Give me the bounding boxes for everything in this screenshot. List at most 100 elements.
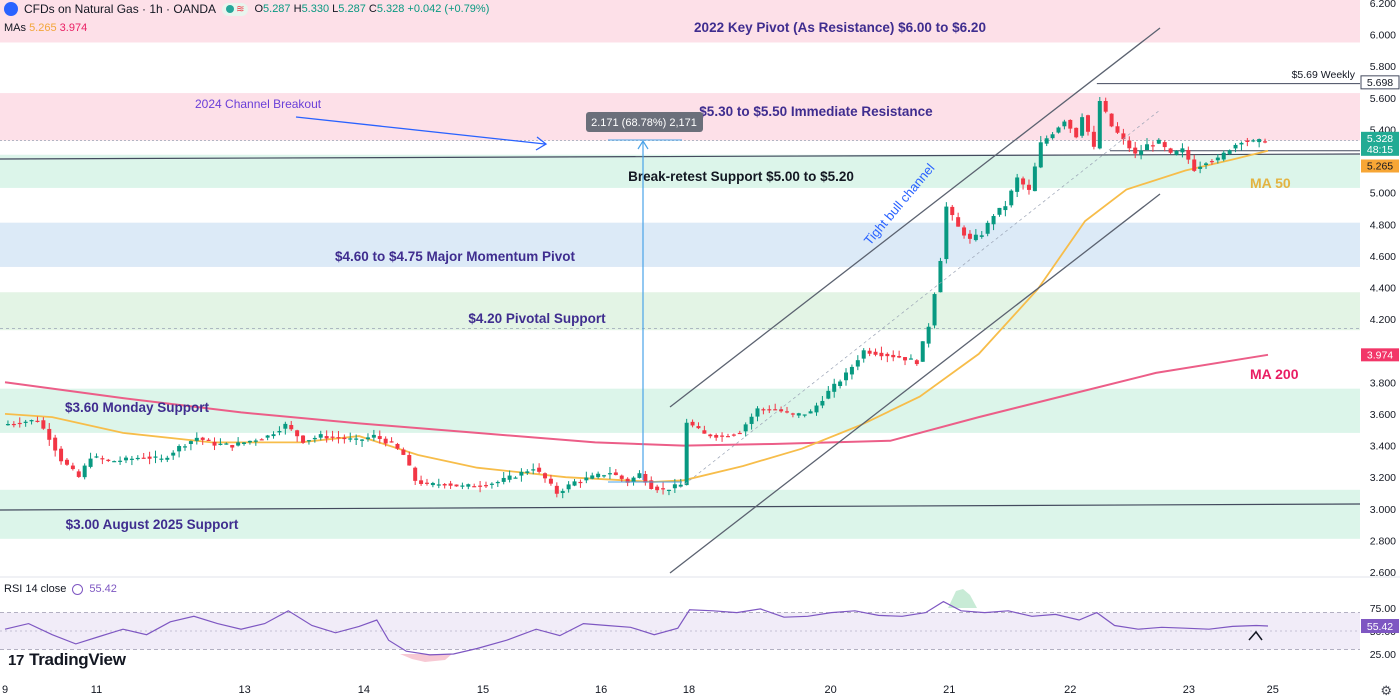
candle-body bbox=[17, 422, 22, 425]
candle-body bbox=[1103, 100, 1108, 112]
time-tick-label: 14 bbox=[358, 684, 370, 696]
candle-body bbox=[188, 441, 193, 444]
market-status-badge[interactable]: ≋ bbox=[222, 2, 249, 16]
rsi-settings-icon[interactable] bbox=[72, 583, 84, 595]
zone-band bbox=[0, 489, 1360, 539]
zone-band bbox=[0, 292, 1360, 331]
candle-body bbox=[295, 430, 300, 437]
candle-body bbox=[1091, 131, 1096, 147]
candle-body bbox=[306, 440, 311, 442]
candle-body bbox=[407, 455, 412, 466]
annotations: 2022 Key Pivot (As Resistance) $6.00 to … bbox=[65, 20, 1356, 574]
candle-body bbox=[466, 484, 471, 487]
candle-body bbox=[891, 354, 896, 358]
low-value: 5.287 bbox=[338, 3, 366, 15]
candle-body bbox=[696, 426, 701, 429]
august-support-line bbox=[0, 503, 1361, 511]
candle-body bbox=[985, 222, 990, 234]
candle-body bbox=[383, 438, 388, 444]
candle-body bbox=[419, 480, 424, 484]
zone-label: $4.20 Pivotal Support bbox=[468, 311, 606, 326]
candle-body bbox=[973, 234, 978, 241]
candle-body bbox=[472, 486, 477, 488]
candle-body bbox=[560, 491, 565, 493]
candle-body bbox=[737, 432, 742, 435]
candle-body bbox=[271, 434, 276, 437]
rsi-line bbox=[4, 600, 1269, 656]
candle-body bbox=[194, 437, 199, 441]
close-value: 5.328 bbox=[376, 3, 405, 15]
symbol-title[interactable]: CFDs on Natural Gas · 1h · OANDA bbox=[24, 2, 217, 16]
candle-body bbox=[849, 366, 854, 375]
candle-body bbox=[1251, 140, 1256, 142]
high-label: H bbox=[293, 3, 302, 15]
price-tick-label: 4.400 bbox=[1370, 283, 1396, 295]
channel-lower-line bbox=[669, 193, 1161, 574]
candle-body bbox=[773, 409, 778, 411]
candle-body bbox=[690, 421, 695, 426]
candle-body bbox=[100, 458, 105, 460]
candle-body bbox=[165, 457, 170, 460]
candle-body bbox=[531, 469, 536, 471]
candle-body bbox=[436, 484, 441, 486]
ma-legend[interactable]: MAs 5.265 3.974 bbox=[4, 22, 87, 34]
high-value: 5.330 bbox=[301, 3, 330, 15]
candle-body bbox=[41, 420, 46, 429]
ma50-legend-value: 5.265 bbox=[29, 22, 57, 34]
candle-body bbox=[832, 383, 837, 392]
candle-body bbox=[1044, 138, 1049, 144]
price-tick-label: 5.000 bbox=[1370, 188, 1396, 200]
candle-body bbox=[70, 465, 75, 470]
candle-body bbox=[661, 488, 666, 490]
candle-body bbox=[743, 424, 748, 432]
candle-body bbox=[590, 475, 595, 479]
tradingview-logo[interactable]: 17 TradingView bbox=[8, 650, 126, 670]
breakout-label: 2024 Channel Breakout bbox=[195, 97, 322, 111]
measure-tooltip-text: 2.171 (68.78%) 2,171 bbox=[591, 117, 697, 129]
price-tag-bg bbox=[1360, 75, 1400, 90]
candle-body bbox=[844, 372, 849, 381]
candle-body bbox=[1150, 145, 1155, 147]
price-tick-label: 4.200 bbox=[1370, 314, 1396, 326]
candle-body bbox=[649, 480, 654, 490]
candle-body bbox=[720, 435, 725, 437]
candle-body bbox=[619, 475, 624, 479]
open-value: 5.287 bbox=[263, 3, 291, 15]
candle-body bbox=[861, 350, 866, 359]
price-tag-bg bbox=[1361, 348, 1399, 362]
candle-body bbox=[129, 458, 134, 460]
candle-body bbox=[967, 233, 972, 239]
status-dot-icon bbox=[226, 5, 235, 13]
settings-gear-icon[interactable]: ⚙ bbox=[1380, 683, 1392, 698]
candle-body bbox=[962, 227, 967, 236]
price-tag-label: 5.698 bbox=[1367, 77, 1393, 89]
candle-body bbox=[348, 438, 353, 440]
candle-body bbox=[82, 465, 87, 478]
candle-body bbox=[885, 353, 890, 357]
price-tick-label: 6.000 bbox=[1370, 30, 1396, 42]
candle-body bbox=[413, 467, 418, 481]
candle-body bbox=[625, 478, 630, 483]
candle-body bbox=[495, 481, 500, 484]
candle-body bbox=[537, 467, 542, 472]
candle-body bbox=[1180, 148, 1185, 153]
candle-body bbox=[1215, 157, 1220, 161]
candle-body bbox=[59, 448, 64, 462]
rsi-tick-label: 75.00 bbox=[1370, 603, 1396, 615]
time-tick-label: 20 bbox=[825, 684, 837, 696]
breakout-arrow-head bbox=[535, 136, 548, 151]
candle-body bbox=[855, 360, 860, 367]
candle-body bbox=[643, 474, 648, 483]
candle-body bbox=[94, 456, 99, 458]
time-tick-label: 16 bbox=[595, 684, 607, 696]
rsi-legend[interactable]: RSI 14 close 55.42 bbox=[4, 583, 117, 595]
candle-body bbox=[578, 481, 583, 484]
rsi-tick-label: 25.00 bbox=[1370, 649, 1396, 661]
candle-body bbox=[956, 217, 961, 227]
candle-body bbox=[76, 471, 81, 477]
candle-body bbox=[1009, 190, 1014, 206]
candle-body bbox=[1257, 139, 1262, 143]
chart-header: CFDs on Natural Gas · 1h · OANDA ≋ O5.28… bbox=[4, 2, 489, 16]
candle-body bbox=[1239, 142, 1244, 145]
